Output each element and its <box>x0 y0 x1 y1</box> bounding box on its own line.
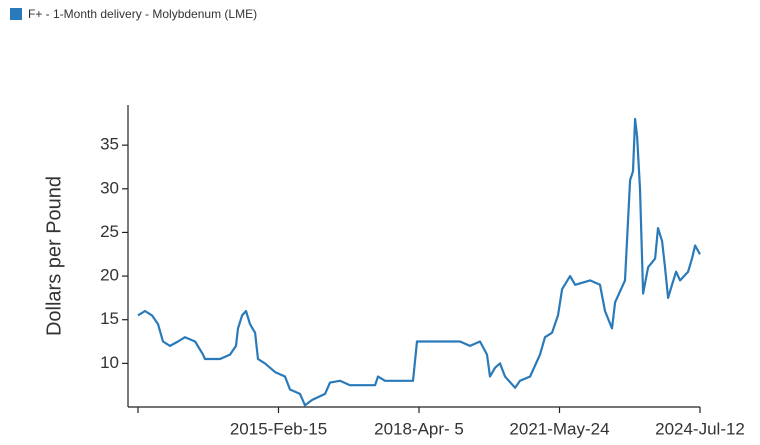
y-tick-label: 10 <box>100 353 119 372</box>
x-tick-label: 2021-May-24 <box>509 419 609 438</box>
legend-label: F+ - 1-Month delivery - Molybdenum (LME) <box>28 7 257 21</box>
x-tick-label: 2015-Feb-15 <box>230 419 327 438</box>
x-tick-label: 2024-Jul-12 <box>655 419 745 438</box>
y-tick-label: 30 <box>100 178 119 197</box>
line <box>137 117 701 407</box>
y-tick-label: 35 <box>100 135 119 154</box>
y-axis-label: Dollars per Pound <box>43 176 65 336</box>
y-tick-label: 25 <box>100 222 119 241</box>
x-tick-label: 2018-Apr- 5 <box>374 419 464 438</box>
legend-swatch <box>10 8 22 20</box>
y-tick-label: 20 <box>100 266 119 285</box>
y-tick-label: 15 <box>100 309 119 328</box>
